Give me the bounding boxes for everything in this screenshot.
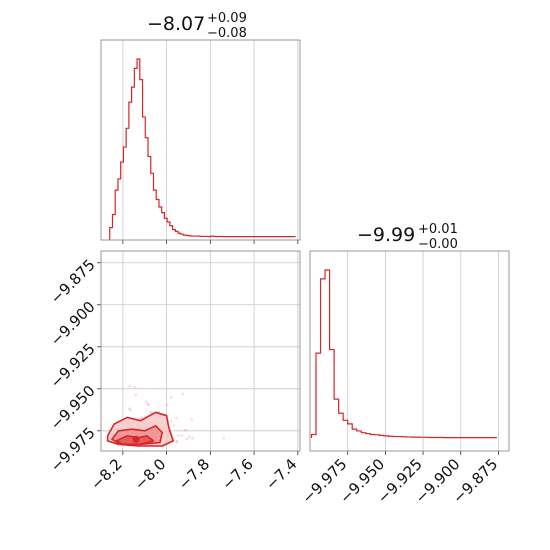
joint-contours bbox=[106, 411, 174, 447]
joint-scatter-point bbox=[175, 439, 178, 443]
joint-scatter-point bbox=[183, 429, 187, 432]
joint-ytick-label: −9.900 bbox=[47, 298, 99, 350]
joint-panel: −8.2 −8.0 −7.8 −7.6 −7.4−9.875−9.900−9.925−9… bbox=[47, 250, 301, 494]
marginal-1-title-value: −8.07 bbox=[147, 13, 205, 35]
marginal-1-title-upper: +0.09 bbox=[207, 11, 247, 26]
joint-xtick-label: −7.8 bbox=[175, 455, 213, 493]
marginal-2-grid bbox=[347, 251, 499, 451]
joint-scatter-point bbox=[129, 409, 132, 412]
joint-scatter-point bbox=[170, 420, 173, 423]
marginal-1-frame bbox=[100, 39, 301, 241]
joint-scatter-point bbox=[134, 393, 138, 397]
joint-ytick-label: −9.925 bbox=[47, 340, 99, 392]
marginal-histogram-1: −8.07 +0.09 −0.08 bbox=[100, 11, 301, 244]
marginal-1-histogram-line bbox=[109, 58, 296, 240]
joint-scatter-point bbox=[127, 407, 131, 410]
joint-scatter-point bbox=[165, 403, 169, 407]
joint-scatter-point bbox=[146, 403, 150, 406]
joint-scatter-point bbox=[185, 437, 188, 441]
joint-scatter-point bbox=[140, 416, 143, 419]
joint-scatter-point bbox=[149, 411, 152, 414]
joint-ticks: −8.2 −8.0 −7.8 −7.6 −7.4−9.875−9.900−9.925−9… bbox=[47, 256, 301, 494]
marginal-1-title-lower: −0.08 bbox=[207, 26, 247, 41]
joint-scatter-point bbox=[133, 385, 136, 389]
joint-scatter-point bbox=[185, 428, 188, 432]
joint-scatter-point bbox=[190, 418, 193, 421]
joint-scatter-point bbox=[222, 437, 226, 440]
joint-scatter-point bbox=[175, 441, 179, 444]
joint-scatter-point bbox=[180, 434, 184, 437]
joint-scatter-point bbox=[145, 400, 148, 403]
joint-grid bbox=[101, 251, 300, 451]
joint-ytick-label: −9.875 bbox=[47, 256, 99, 308]
joint-scatter-point bbox=[188, 435, 191, 439]
marginal-2-histogram-line bbox=[310, 269, 497, 439]
joint-xtick-label: −7.4 bbox=[262, 455, 300, 493]
joint-scatter-point bbox=[170, 396, 173, 399]
joint-scatter-point bbox=[128, 385, 131, 388]
joint-xtick-label: −8.0 bbox=[131, 455, 169, 493]
joint-frame bbox=[100, 250, 301, 452]
joint-scatter-point bbox=[172, 424, 175, 427]
joint-scatter-point bbox=[181, 392, 185, 396]
joint-xtick-label: −8.2 bbox=[87, 455, 125, 493]
joint-scatter-point bbox=[147, 403, 150, 406]
joint-ytick-label: −9.975 bbox=[47, 424, 99, 476]
marginal-2-ticks: −9.975−9.950−9.925−9.900−9.875 bbox=[299, 451, 501, 507]
marginal-1-ticks bbox=[122, 240, 299, 244]
marginal-2-title-lower: −0.00 bbox=[418, 237, 458, 252]
joint-scatter-point bbox=[175, 416, 178, 420]
marginal-1-grid bbox=[122, 40, 299, 240]
marginal-histogram-2: −9.975−9.950−9.925−9.900−9.875 −9.99 +0.… bbox=[299, 222, 510, 507]
joint-ytick-label: −9.950 bbox=[47, 382, 99, 434]
marginal-2-title-value: −9.99 bbox=[357, 224, 415, 246]
marginal-2-frame bbox=[309, 250, 510, 452]
joint-density-peak bbox=[132, 435, 140, 443]
joint-xtick-label: −7.6 bbox=[218, 455, 256, 493]
joint-scatter-point bbox=[191, 437, 194, 440]
marginal-2-title-upper: +0.01 bbox=[418, 222, 458, 237]
joint-scatter-point bbox=[177, 434, 180, 437]
